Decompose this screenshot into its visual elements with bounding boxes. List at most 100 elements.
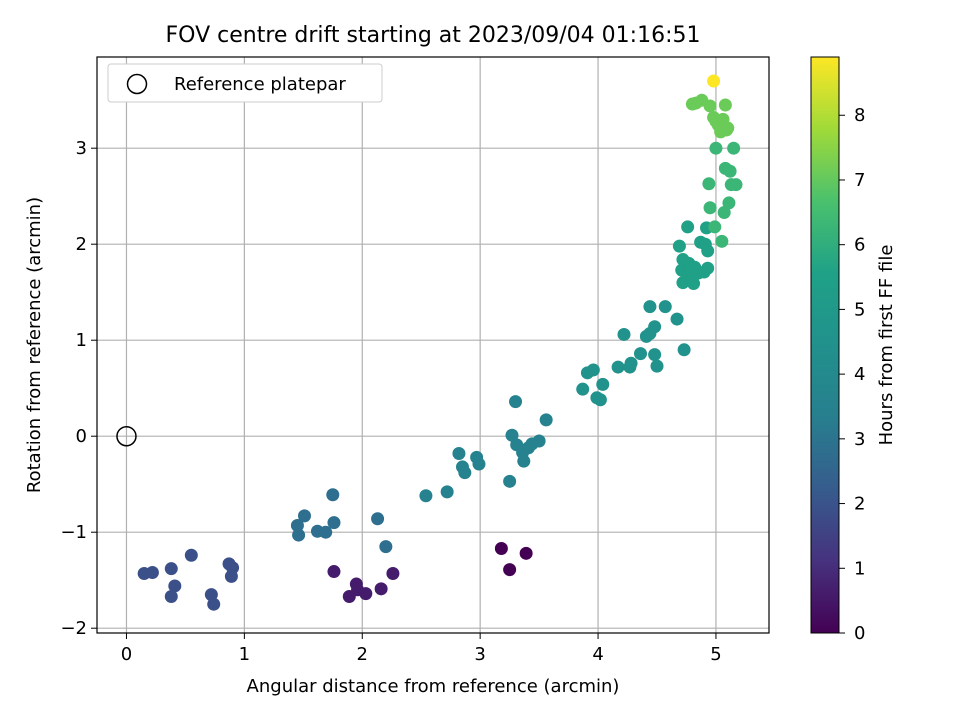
data-point (624, 356, 638, 370)
data-point (648, 320, 662, 334)
grid (97, 57, 769, 633)
data-point (386, 566, 400, 580)
data-point (593, 393, 607, 407)
data-point (701, 261, 715, 275)
data-point (327, 516, 341, 530)
colorbar-label: Hours from first FF file (876, 245, 897, 446)
data-point (708, 220, 722, 234)
data-point (596, 377, 610, 391)
data-point (164, 590, 178, 604)
data-point (359, 587, 373, 601)
data-point (505, 428, 519, 442)
x-tick-label: 0 (121, 644, 132, 665)
colorbar (810, 56, 840, 634)
data-point (503, 474, 517, 488)
data-points (116, 74, 743, 611)
colorbar-tick-label: 7 (854, 170, 865, 191)
data-point (701, 244, 715, 258)
data-point (670, 312, 684, 326)
data-point (715, 234, 729, 248)
y-tick-label: 0 (76, 426, 87, 447)
colorbar-tick-label: 5 (854, 299, 865, 320)
data-point (648, 348, 662, 362)
chart-title: FOV centre drift starting at 2023/09/04 … (166, 23, 701, 48)
data-point (633, 347, 647, 361)
colorbar-tick-label: 1 (854, 558, 865, 579)
y-axis-label: Rotation from reference (arcmin) (24, 197, 45, 493)
y-axis-ticks: −2 −1 0 1 2 3 (60, 138, 97, 639)
data-point (164, 562, 178, 576)
data-point (509, 395, 523, 409)
data-point (184, 548, 198, 562)
y-tick-label: 1 (76, 330, 87, 351)
data-point (145, 566, 159, 580)
colorbar-tick-label: 3 (854, 429, 865, 450)
y-tick-label: 3 (76, 138, 87, 159)
data-point (319, 525, 333, 539)
data-point (717, 206, 731, 220)
colorbar-tick-label: 2 (854, 494, 865, 515)
data-point (168, 579, 182, 593)
reference-platepar-marker (116, 425, 137, 447)
data-point (327, 565, 341, 579)
data-point (721, 121, 735, 135)
x-tick-label: 2 (357, 644, 368, 665)
colorbar-tick-label: 6 (854, 235, 865, 256)
data-point (617, 327, 631, 341)
data-point (472, 457, 486, 471)
data-point (702, 177, 716, 191)
x-axis-label: Angular distance from reference (arcmin) (247, 676, 620, 697)
data-point (703, 201, 717, 215)
legend: Reference platepar (107, 63, 383, 103)
data-point (503, 563, 517, 577)
data-point (709, 141, 723, 155)
data-point (292, 528, 306, 542)
data-point (658, 300, 672, 314)
data-point (687, 277, 701, 291)
data-point (681, 220, 695, 234)
data-point (611, 360, 625, 374)
data-point (586, 363, 600, 377)
x-tick-label: 4 (592, 644, 603, 665)
colorbar-tick-label: 0 (854, 623, 865, 644)
colorbar-tick-label: 4 (854, 364, 865, 385)
data-point (419, 489, 433, 503)
data-point (326, 488, 340, 502)
data-point (718, 98, 732, 112)
data-point (723, 164, 737, 178)
data-point (539, 413, 553, 427)
data-point (207, 597, 221, 611)
data-point (703, 99, 717, 113)
colorbar-tick-label: 8 (854, 105, 865, 126)
data-point (226, 561, 240, 575)
x-axis-ticks: 0 1 2 3 4 5 (121, 633, 722, 665)
legend-label: Reference platepar (174, 74, 346, 95)
data-point (290, 518, 304, 532)
data-point (576, 382, 590, 396)
data-point (519, 546, 533, 560)
data-point (707, 74, 721, 88)
data-point (452, 446, 466, 460)
data-point (379, 540, 393, 554)
data-point (374, 582, 388, 596)
legend-box (107, 63, 383, 103)
y-tick-label: −1 (60, 522, 87, 543)
colorbar-ticks: 0 1 2 3 4 5 6 7 8 (839, 105, 865, 644)
data-point (729, 178, 743, 192)
legend-reference-marker (126, 73, 148, 95)
y-tick-label: 2 (76, 234, 87, 255)
data-point (458, 466, 472, 480)
x-tick-label: 1 (239, 644, 250, 665)
data-point (517, 454, 531, 468)
data-point (371, 512, 385, 526)
data-point (532, 434, 546, 448)
data-point (643, 300, 657, 314)
plot-frame (96, 56, 770, 634)
x-tick-label: 3 (474, 644, 485, 665)
data-point (440, 485, 454, 499)
data-point (672, 239, 686, 253)
data-point (677, 343, 691, 357)
data-point (727, 141, 741, 155)
y-tick-label: −2 (60, 618, 87, 639)
